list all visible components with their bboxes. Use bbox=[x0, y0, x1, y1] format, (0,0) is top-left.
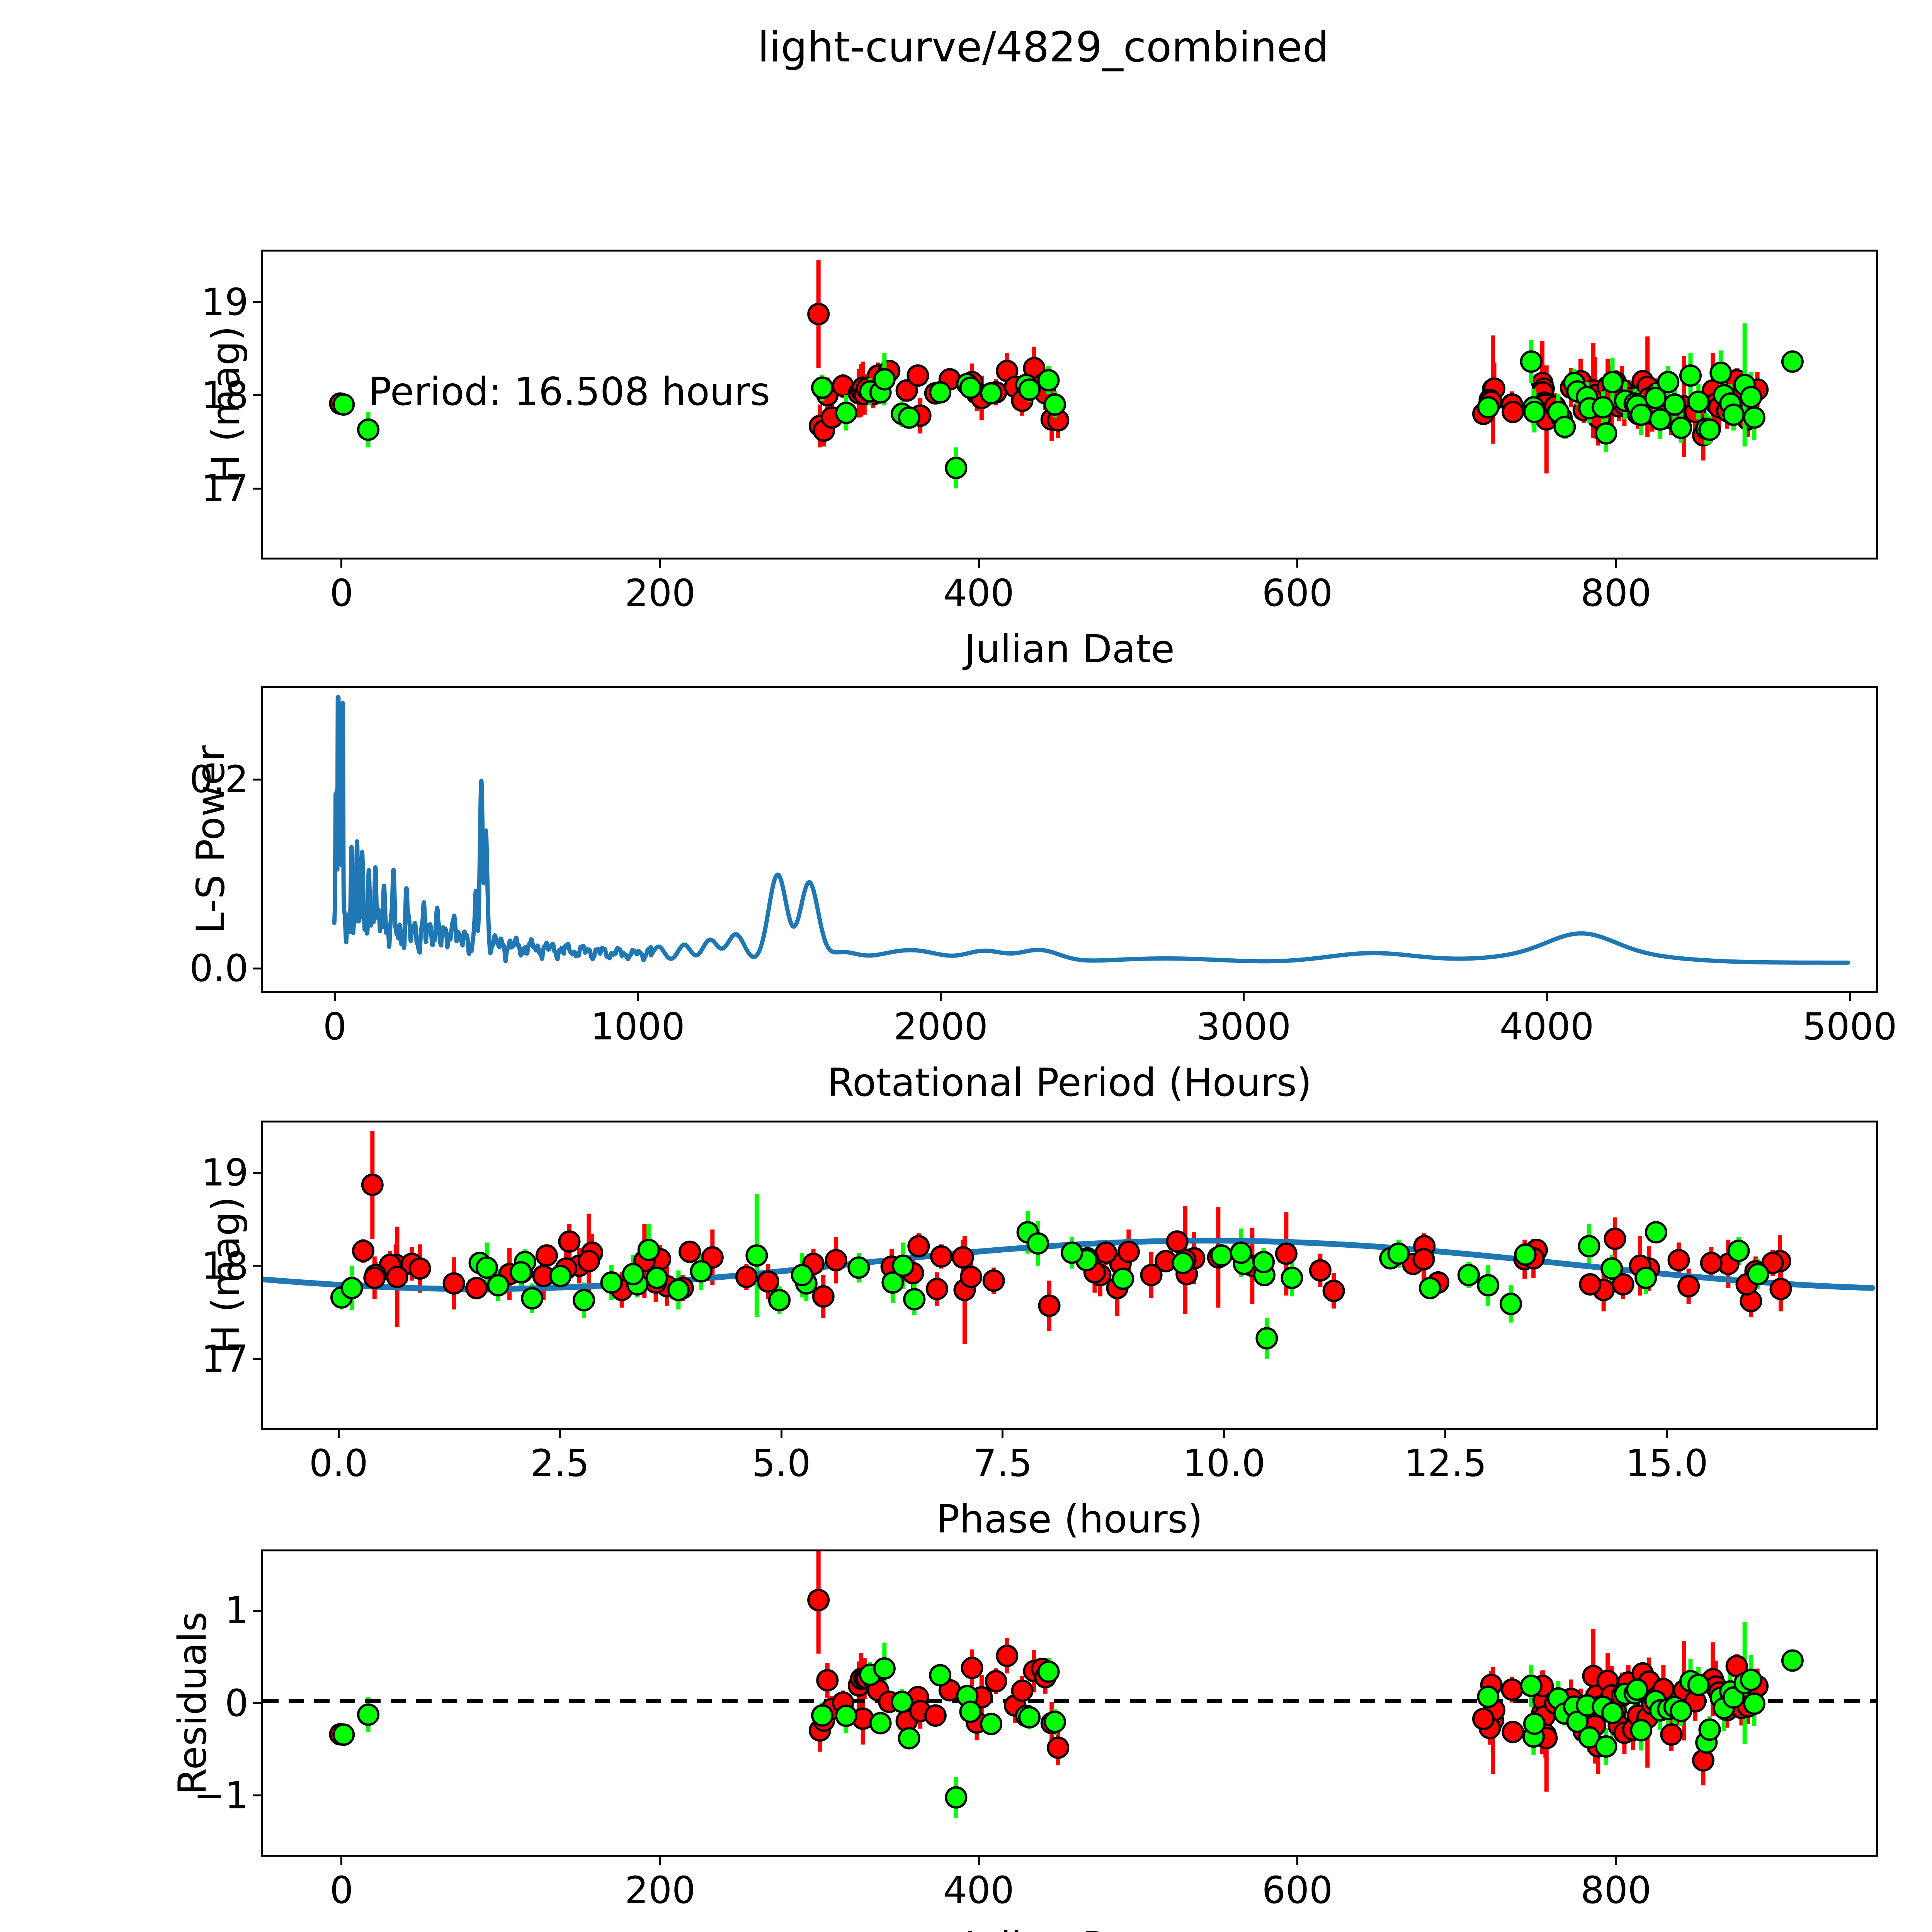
x-tick-label: 0 bbox=[330, 571, 354, 615]
residuals-y-axis-label: Residuals bbox=[170, 1611, 215, 1795]
page-title: light-curve/4829_combined bbox=[757, 23, 1329, 71]
x-tick-mark bbox=[637, 991, 639, 1001]
x-tick-mark bbox=[659, 1855, 661, 1865]
x-tick-mark bbox=[940, 991, 942, 1001]
x-tick-label: 600 bbox=[1262, 571, 1333, 615]
y-tick-label: 18 bbox=[201, 1244, 248, 1287]
x-tick-label: 12.5 bbox=[1404, 1442, 1487, 1485]
x-tick-label: 1000 bbox=[590, 1005, 685, 1048]
x-tick-label: 2000 bbox=[893, 1005, 988, 1048]
x-tick-mark bbox=[659, 558, 661, 568]
x-tick-mark bbox=[978, 558, 980, 568]
y-tick-label: 18 bbox=[201, 373, 248, 417]
panel-residuals: Residuals Julian Date 0 200 400 600 800 −1 0 1 bbox=[170, 1549, 1878, 1932]
x-tick-mark bbox=[340, 558, 343, 568]
plot-area-residuals bbox=[263, 1551, 1876, 1855]
residuals-x-axis-label: Julian Date bbox=[964, 1923, 1175, 1932]
y-tick-mark bbox=[253, 487, 263, 490]
y-tick-mark bbox=[253, 1265, 263, 1267]
y-tick-mark bbox=[253, 1609, 263, 1612]
phase-folded-x-axis-label: Phase (hours) bbox=[936, 1497, 1203, 1542]
y-tick-mark bbox=[253, 301, 263, 303]
lightcurve-x-axis-label: Julian Date bbox=[964, 626, 1175, 672]
y-tick-mark bbox=[253, 967, 263, 969]
x-tick-mark bbox=[1849, 991, 1851, 1001]
x-tick-mark bbox=[1002, 1428, 1004, 1438]
x-tick-mark bbox=[1666, 1428, 1668, 1438]
x-tick-label: 2.5 bbox=[530, 1442, 590, 1485]
x-tick-label: 200 bbox=[624, 1869, 696, 1912]
y-tick-mark bbox=[253, 1358, 263, 1360]
x-tick-mark bbox=[340, 1855, 343, 1865]
x-tick-mark bbox=[1296, 558, 1299, 568]
x-tick-label: 4000 bbox=[1499, 1005, 1594, 1048]
x-tick-mark bbox=[780, 1428, 782, 1438]
x-tick-label: 400 bbox=[943, 571, 1014, 615]
y-tick-mark bbox=[253, 778, 263, 781]
y-tick-label: 17 bbox=[201, 1337, 248, 1381]
x-tick-label: 7.5 bbox=[973, 1442, 1032, 1485]
x-tick-label: 10.0 bbox=[1183, 1442, 1265, 1485]
x-tick-label: 0 bbox=[323, 1005, 347, 1048]
x-tick-mark bbox=[1615, 1855, 1617, 1865]
x-tick-mark bbox=[337, 1428, 340, 1438]
y-tick-label: 1 bbox=[224, 1589, 248, 1633]
x-tick-label: 800 bbox=[1580, 1869, 1651, 1912]
plot-area-phase-folded bbox=[263, 1122, 1876, 1428]
x-tick-label: 3000 bbox=[1196, 1005, 1291, 1048]
panel-phase-folded: H (mag) Phase (hours) 0.0 2.5 5.0 7.5 10.0 12… bbox=[201, 1121, 1878, 1542]
period-annotation: Period: 16.508 hours bbox=[368, 369, 770, 415]
x-tick-mark bbox=[1223, 1428, 1225, 1438]
x-tick-label: 5.0 bbox=[752, 1442, 811, 1485]
x-tick-label: 5000 bbox=[1803, 1005, 1897, 1048]
x-tick-label: 600 bbox=[1262, 1869, 1333, 1912]
periodogram-data-layer bbox=[332, 695, 1850, 965]
x-tick-mark bbox=[333, 991, 336, 1001]
y-tick-mark bbox=[253, 1702, 263, 1704]
y-tick-label: 17 bbox=[201, 467, 248, 510]
x-tick-mark bbox=[978, 1855, 980, 1865]
x-tick-label: 0 bbox=[330, 1869, 354, 1912]
x-tick-label: 0.0 bbox=[309, 1442, 368, 1485]
x-tick-mark bbox=[1444, 1428, 1447, 1438]
y-tick-label: 19 bbox=[201, 280, 248, 324]
x-tick-label: 400 bbox=[943, 1869, 1014, 1912]
x-tick-mark bbox=[1546, 991, 1548, 1001]
panel-lightcurve: H (mag) Julian Date Period: 16.508 hours… bbox=[201, 250, 1878, 672]
lightcurve-data-layer bbox=[329, 260, 1804, 489]
x-tick-mark bbox=[559, 1428, 561, 1438]
y-tick-label: 0 bbox=[224, 1681, 248, 1725]
residuals-data-layer bbox=[263, 1551, 1876, 1818]
y-tick-mark bbox=[253, 1794, 263, 1797]
x-tick-mark bbox=[1615, 558, 1617, 568]
y-tick-mark bbox=[253, 394, 263, 396]
periodogram-x-axis-label: Rotational Period (Hours) bbox=[827, 1060, 1312, 1105]
y-tick-label: 19 bbox=[201, 1151, 248, 1195]
y-tick-label: 0.0 bbox=[189, 947, 248, 990]
phase-folded-data-layer bbox=[263, 1131, 1875, 1359]
x-tick-mark bbox=[1296, 1855, 1299, 1865]
y-tick-label: −1 bbox=[194, 1774, 248, 1817]
y-tick-mark bbox=[253, 1172, 263, 1174]
x-tick-label: 800 bbox=[1580, 571, 1651, 615]
plot-area-lightcurve bbox=[263, 252, 1876, 558]
x-tick-mark bbox=[1243, 991, 1245, 1001]
x-tick-label: 200 bbox=[624, 571, 696, 615]
panel-periodogram: L-S Power Rotational Period (Hours) 0 100… bbox=[188, 686, 1897, 1105]
plot-area-periodogram bbox=[263, 688, 1876, 991]
y-tick-label: 0.2 bbox=[189, 758, 248, 801]
x-tick-label: 15.0 bbox=[1625, 1442, 1708, 1485]
